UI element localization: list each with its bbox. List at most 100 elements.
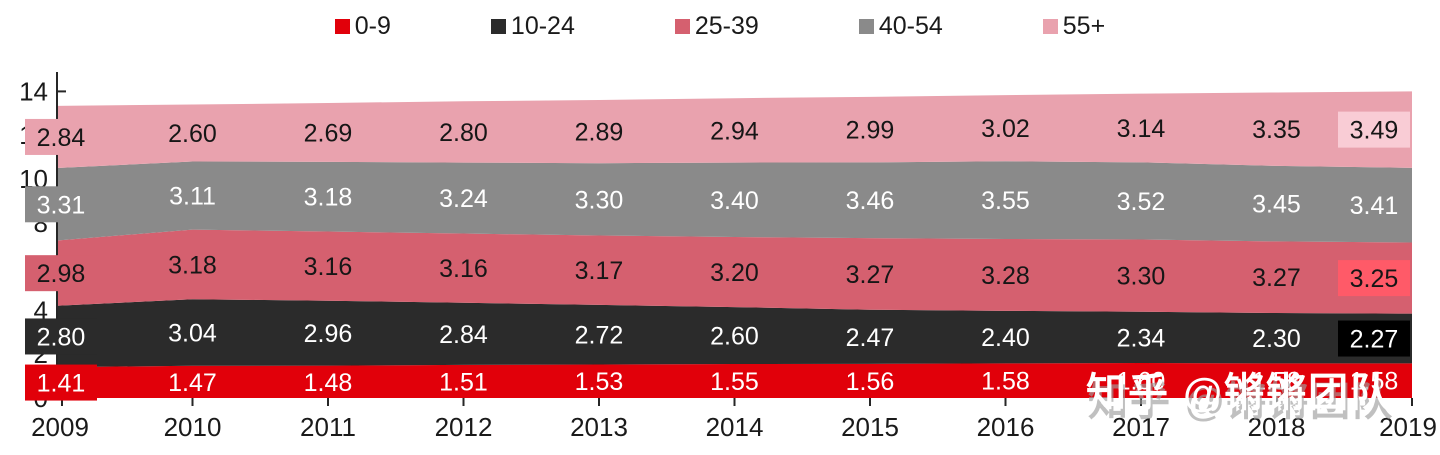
value-label-55+: 3.35 <box>1252 116 1301 144</box>
value-label-40-54: 3.18 <box>304 184 353 212</box>
x-tick-label: 2010 <box>164 412 222 442</box>
value-label-0-9: 1.58 <box>1252 368 1301 396</box>
value-label-10-24: 2.30 <box>1252 325 1301 353</box>
value-label-25-39: 3.27 <box>1252 264 1301 292</box>
x-tick-label: 2009 <box>31 412 89 442</box>
value-label-25-39: 2.98 <box>37 260 86 288</box>
value-label-0-9: 1.58 <box>1350 368 1399 396</box>
legend-label: 55+ <box>1062 12 1106 40</box>
value-label-55+: 2.84 <box>37 124 86 152</box>
value-label-25-39: 3.17 <box>575 257 624 285</box>
label-box-10-24 <box>1338 320 1410 357</box>
value-label-0-9: 1.55 <box>710 368 759 396</box>
value-label-10-24: 3.04 <box>168 320 217 348</box>
value-label-10-24: 2.40 <box>981 324 1030 352</box>
value-label-25-39: 3.20 <box>710 259 759 287</box>
label-box-55+ <box>1338 111 1410 148</box>
band-10-24 <box>57 299 1412 368</box>
value-label-40-54: 3.52 <box>1117 188 1166 216</box>
value-label-0-9: 1.58 <box>981 368 1030 396</box>
value-label-10-24: 2.80 <box>37 323 86 351</box>
legend-item-25-39: 25-39 <box>674 12 759 40</box>
legend-item-10-24: 10-24 <box>490 12 575 40</box>
value-label-25-39: 3.25 <box>1350 265 1399 293</box>
value-label-10-24: 2.96 <box>304 320 353 348</box>
value-label-55+: 2.80 <box>439 119 488 147</box>
x-tick-label: 2014 <box>706 412 764 442</box>
value-label-40-54: 3.24 <box>439 185 488 213</box>
value-label-25-39: 3.16 <box>304 253 353 281</box>
value-label-0-9: 1.47 <box>168 369 217 397</box>
x-tick-label: 2017 <box>1112 412 1170 442</box>
value-label-0-9: 1.60 <box>1117 367 1166 395</box>
y-tick-label: 4 <box>34 295 48 325</box>
value-label-40-54: 3.31 <box>37 191 86 219</box>
label-box-55+ <box>25 118 97 155</box>
x-tick-label: 2011 <box>300 412 356 442</box>
value-label-25-39: 3.30 <box>1117 263 1166 291</box>
legend-label: 25-39 <box>694 12 759 40</box>
area-bands <box>57 91 1412 398</box>
label-box-25-39 <box>25 255 97 292</box>
value-labels: 1.41 1.47 1.48 1.51 1.53 1.55 1.56 1.58 1.60 1.58… <box>25 111 1410 401</box>
y-tick-label: 14 <box>19 76 48 106</box>
value-label-55+: 3.14 <box>1117 115 1166 143</box>
x-tick-label: 2016 <box>977 412 1035 442</box>
value-label-0-9: 1.41 <box>37 370 86 398</box>
value-label-40-54: 3.55 <box>981 187 1030 215</box>
band-25-39 <box>57 229 1412 314</box>
legend-item-40-54: 40-54 <box>858 12 943 40</box>
legend-label: 0-9 <box>354 12 391 40</box>
value-label-55+: 2.94 <box>710 117 759 145</box>
value-label-40-54: 3.41 <box>1350 192 1399 220</box>
label-box-0-9 <box>25 364 97 401</box>
legend-swatch-icon <box>490 19 506 34</box>
value-label-25-39: 3.28 <box>981 262 1030 290</box>
value-label-0-9: 1.53 <box>575 368 624 396</box>
value-label-10-24: 2.47 <box>846 324 895 352</box>
x-tick-label: 2012 <box>435 412 493 442</box>
value-label-55+: 3.49 <box>1350 117 1399 145</box>
value-label-10-24: 2.27 <box>1350 326 1399 354</box>
legend-item-0-9: 0-9 <box>334 12 391 40</box>
band-40-54 <box>57 161 1412 243</box>
legend-label: 40-54 <box>878 12 943 40</box>
legend-item-55+: 55+ <box>1042 12 1106 40</box>
value-label-0-9: 1.56 <box>846 368 895 396</box>
value-label-25-39: 3.18 <box>168 251 217 279</box>
x-axis: 2009 2010 2011 2012 2013 2014 2015 2016 2017 2018… <box>31 398 1437 442</box>
x-tick-label: 2018 <box>1248 412 1306 442</box>
band-55+ <box>57 91 1412 169</box>
value-label-0-9: 1.51 <box>439 368 488 396</box>
legend-swatch-icon <box>858 19 874 34</box>
value-label-25-39: 3.27 <box>846 261 895 289</box>
watermark: 知乎 @锵锵团队 <box>1086 371 1393 415</box>
value-label-40-54: 3.40 <box>710 187 759 215</box>
value-label-25-39: 3.16 <box>439 255 488 283</box>
value-label-40-54: 3.11 <box>169 183 216 211</box>
value-label-55+: 3.02 <box>981 115 1030 143</box>
value-label-10-24: 2.72 <box>575 322 624 350</box>
band-0-9 <box>57 362 1412 398</box>
legend-label: 10-24 <box>510 12 575 40</box>
legend-swatch-icon <box>334 19 350 34</box>
value-label-40-54: 3.46 <box>846 187 895 215</box>
value-label-10-24: 2.34 <box>1117 324 1166 352</box>
legend-swatch-icon <box>674 19 690 34</box>
label-box-40-54 <box>25 186 97 223</box>
x-tick-label: 2019 <box>1379 412 1437 442</box>
value-label-55+: 2.69 <box>304 119 353 147</box>
value-label-40-54: 3.45 <box>1252 191 1301 219</box>
value-label-40-54: 3.30 <box>575 186 624 214</box>
value-label-10-24: 2.60 <box>710 323 759 351</box>
x-tick-label: 2015 <box>841 412 899 442</box>
legend-swatch-icon <box>1042 19 1058 34</box>
value-label-0-9: 1.48 <box>304 369 353 397</box>
value-label-10-24: 2.84 <box>439 321 488 349</box>
chart-legend: 0-9 10-24 25-39 40-54 55+ <box>0 14 1440 39</box>
value-label-55+: 2.60 <box>168 120 217 148</box>
label-box-10-24 <box>25 318 97 355</box>
label-box-25-39 <box>1338 260 1410 297</box>
